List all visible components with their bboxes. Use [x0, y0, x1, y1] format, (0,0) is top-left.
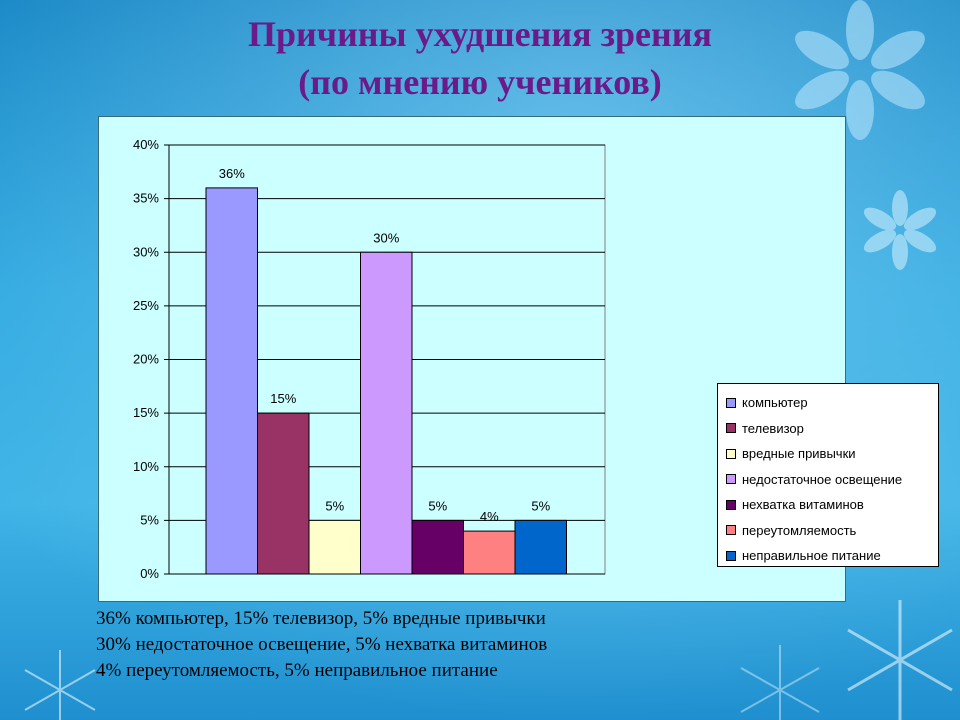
snowflake-icon [24, 650, 96, 720]
y-tick-label: 20% [133, 352, 159, 367]
bar [205, 187, 258, 575]
legend-item: переутомляемость [726, 518, 938, 544]
bar-chart: 0% 5% 10% 15% 20% 25% 30% 35% 40% 36% 15% 5% 30% 5% 4%… [133, 137, 606, 581]
legend-swatch [726, 423, 736, 434]
y-tick-label: 0% [140, 566, 159, 581]
legend-label: компьютер [742, 395, 808, 411]
data-label: 4% [480, 509, 499, 524]
legend-swatch [726, 448, 736, 459]
legend-item: компьютер [726, 390, 938, 416]
snowflake-icon [795, 0, 925, 140]
bar [257, 412, 310, 575]
summary-text: 36% компьютер, 15% телевизор, 5% вредные… [96, 606, 736, 684]
y-tick-label: 35% [133, 191, 159, 206]
legend-swatch [726, 474, 736, 485]
legend-label: нехватка витаминов [742, 497, 864, 513]
snowflake-icon [863, 190, 937, 270]
slide-subtitle: (по мнению учеников) [298, 62, 662, 102]
snowflake-icon [847, 600, 953, 720]
legend-swatch [726, 397, 736, 408]
legend-item: телевизор [726, 416, 938, 442]
y-tick-label: 25% [133, 298, 159, 313]
y-tick-label: 40% [133, 137, 159, 152]
legend-label: вредные привычки [742, 446, 856, 462]
data-label: 30% [373, 230, 399, 245]
bar [514, 519, 567, 575]
legend-label: недостаточное освещение [742, 471, 903, 487]
summary-line: 36% компьютер, 15% телевизор, 5% вредные… [96, 608, 546, 629]
snowflake-icon [740, 645, 820, 720]
y-tick-label: 15% [133, 405, 159, 420]
chart-legend: компьютер телевизор вредные привычки недост… [717, 383, 939, 567]
data-label: 15% [270, 391, 296, 406]
legend-item: недостаточное освещение [726, 467, 938, 493]
y-tick-label: 5% [140, 512, 159, 527]
legend-item: нехватка витаминов [726, 492, 938, 518]
legend-item: неправильное питание [726, 543, 938, 569]
summary-line: 30% недостаточное освещение, 5% нехватка… [96, 634, 548, 655]
data-label: 5% [428, 498, 447, 513]
y-tick-label: 10% [133, 459, 159, 474]
chart-area: 0% 5% 10% 15% 20% 25% 30% 35% 40% 36% 15% 5% 30% 5% 4%… [98, 116, 939, 602]
legend-label: переутомляемость [742, 522, 857, 538]
bar [360, 251, 413, 575]
data-label: 5% [325, 498, 344, 513]
y-tick-label: 30% [133, 244, 159, 259]
legend-label: телевизор [742, 420, 804, 436]
bar [411, 519, 464, 575]
bar [308, 519, 361, 575]
slide-title: Причины ухудшения зрения [248, 14, 712, 54]
data-label: 36% [219, 166, 245, 181]
legend-label: неправильное питание [742, 548, 881, 564]
legend-swatch [726, 525, 736, 536]
legend-swatch [726, 550, 736, 561]
data-label: 5% [531, 498, 550, 513]
bar [463, 530, 516, 575]
summary-line: 4% переутомляемость, 5% неправильное пит… [96, 660, 498, 681]
legend-item: вредные привычки [726, 441, 938, 467]
legend-swatch [726, 499, 736, 510]
